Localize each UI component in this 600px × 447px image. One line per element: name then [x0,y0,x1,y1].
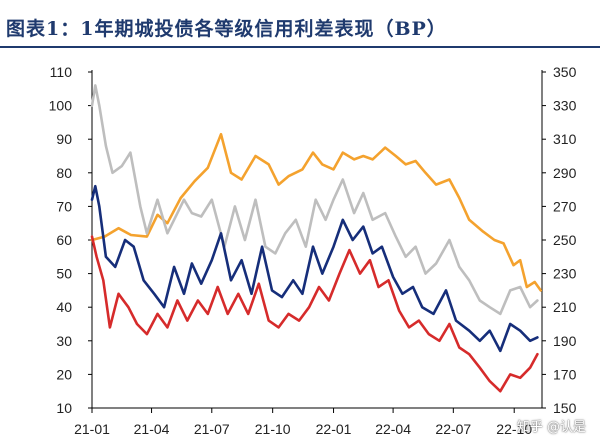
series-line-orange [90,132,543,292]
left-tick-label: 60 [56,232,72,248]
right-tick-label: 150 [553,400,577,416]
series-line-navy [90,184,539,353]
right-tick-label: 170 [553,366,577,382]
x-tick-label: 22-07 [435,421,471,437]
left-tick-label: 90 [56,131,72,147]
right-tick-label: 330 [553,98,577,114]
left-tick-label: 80 [56,165,72,181]
chart-title: 图表1：1年期城投债各等级信用利差表现（BP） [6,18,447,40]
right-tick-label: 190 [553,333,577,349]
left-tick-label: 10 [56,400,72,416]
x-tick-label: 22-04 [375,421,411,437]
right-tick-label: 310 [553,131,577,147]
series-line-gray [90,84,539,316]
right-tick-label: 230 [553,266,577,282]
x-tick-label: 21-10 [255,421,291,437]
x-tick-label: 22-01 [316,421,352,437]
x-tick-label: 22-10 [496,421,532,437]
right-tick-label: 270 [553,198,577,214]
left-tick-label: 70 [56,198,72,214]
left-tick-label: 20 [56,366,72,382]
right-tick-label: 250 [553,232,577,248]
right-tick-label: 210 [553,299,577,315]
x-tick-label: 21-07 [194,421,230,437]
right-tick-label: 290 [553,165,577,181]
series-layer [90,84,543,393]
right-tick-label: 350 [553,64,577,80]
watermark-text: 知乎 @认是 [516,420,586,435]
series-line-red [90,235,539,393]
left-tick-label: 100 [49,98,73,114]
left-tick-label: 110 [50,64,73,80]
title-underline [0,46,600,48]
axes-layer: 10 20 30 40 50 60 70 80 90 100 110 150 170 190 210 230 2… [49,64,577,437]
left-tick-label: 30 [56,333,72,349]
line-chart: 10 20 30 40 50 60 70 80 90 100 110 150 170 190 210 230 2… [49,64,577,437]
x-tick-label: 21-01 [74,421,110,437]
left-tick-label: 50 [56,266,72,282]
x-tick-label: 21-04 [134,421,170,437]
left-tick-label: 40 [56,299,72,315]
title-bar: 图表1：1年期城投债各等级信用利差表现（BP） [0,0,600,48]
